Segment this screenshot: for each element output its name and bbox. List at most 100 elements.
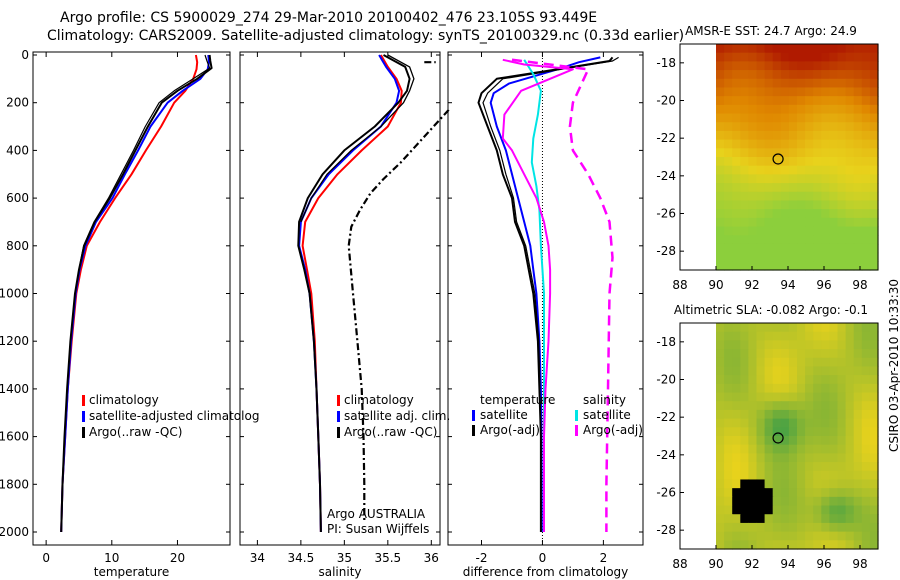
sst_map-cell xyxy=(748,148,758,158)
difference-series-5-line xyxy=(511,58,614,532)
sla_map-cell xyxy=(788,436,798,446)
sst_map-cell xyxy=(869,52,879,62)
sst_map-cell xyxy=(788,157,798,167)
sla_map-cell xyxy=(788,505,798,515)
sst_map-cell xyxy=(845,44,855,54)
sst_map-cell xyxy=(805,78,814,89)
sla_map-cell xyxy=(821,479,830,489)
sst_map-cell xyxy=(732,165,741,175)
sst_map-cell xyxy=(788,139,798,149)
sst_map-cell xyxy=(780,148,790,158)
sla_map-cell xyxy=(829,462,839,472)
sla_map-cell xyxy=(845,540,855,550)
sst_map-cell xyxy=(829,148,839,158)
sla_map-cell xyxy=(772,340,782,350)
sst_map-cell xyxy=(716,130,725,141)
sla_map-cell xyxy=(788,383,798,394)
sst_map-cell xyxy=(748,104,758,115)
sla_map-cell xyxy=(805,418,814,428)
sla_map-cell xyxy=(740,488,749,498)
sst_map-cell xyxy=(748,165,758,175)
sla_map-cell xyxy=(845,436,855,446)
sst_map-cell xyxy=(821,87,830,97)
sla_map-cell xyxy=(788,366,798,376)
sla_map-cell xyxy=(780,357,790,368)
sla_map-cell xyxy=(756,392,766,402)
sla_map-cell xyxy=(837,496,847,507)
sst_map-cell xyxy=(829,165,839,175)
sla_map-cell xyxy=(788,470,798,481)
sst_map-cell xyxy=(788,96,798,106)
sst_map-cell xyxy=(732,130,741,141)
sla_map-cell xyxy=(780,383,790,394)
sst_map-cell xyxy=(716,209,725,219)
sla_map-cell xyxy=(845,522,855,533)
sst_map-cell xyxy=(748,174,758,184)
sla_map-cell xyxy=(829,392,839,402)
sla_map-cell xyxy=(740,383,749,394)
sst_map-cell xyxy=(748,252,758,262)
sla_map-cell xyxy=(837,540,847,550)
sst_map-cell xyxy=(861,174,871,184)
difference-legend-label: satellite xyxy=(480,408,528,422)
sla_map-cell xyxy=(740,531,749,541)
temperature-ytick-label: 600 xyxy=(6,191,29,205)
sla_map-cell xyxy=(805,401,814,411)
sst_map-cell xyxy=(797,252,806,262)
sla_map-cell xyxy=(813,462,822,472)
sst_map-cell xyxy=(813,148,822,158)
sla_map-cell xyxy=(821,462,830,472)
sla_map-cell xyxy=(845,340,855,350)
sst_map-cell xyxy=(837,243,847,254)
sst_map-cell xyxy=(813,70,822,80)
sst_map-cell xyxy=(740,252,749,262)
sst_map-cell xyxy=(764,44,774,54)
sst_map-cell xyxy=(764,217,774,228)
sst_map-cell xyxy=(837,183,847,193)
sla_map-cell xyxy=(861,505,871,515)
sst_map-cell xyxy=(813,226,822,236)
sst_map-cell xyxy=(821,139,830,149)
sst_map-cell xyxy=(845,78,855,89)
sla_map-cell xyxy=(788,427,798,437)
sst_map-cell xyxy=(813,61,822,71)
sst_map-cell xyxy=(772,139,782,149)
sst_map-cell xyxy=(732,139,741,149)
sst_map-cell xyxy=(732,200,741,210)
sla_map-cell xyxy=(813,340,822,350)
temperature-legend-label: Argo(..raw -QC) xyxy=(89,425,182,439)
sla_map-cell xyxy=(772,323,782,333)
sla_map-cell xyxy=(724,470,733,481)
sla_map-cell xyxy=(869,383,879,394)
sla_map-cell xyxy=(853,496,863,507)
sla_map-cell xyxy=(788,479,798,489)
sla_map-cell xyxy=(805,409,814,420)
sst_map-cell xyxy=(748,217,758,228)
sst_map-cell xyxy=(861,130,871,141)
sla_map-cell xyxy=(821,409,830,420)
sst_map-cell xyxy=(740,148,749,158)
sla_map-argo-position-marker xyxy=(772,432,784,444)
sst_map-cell xyxy=(716,226,725,236)
sst_map-cell xyxy=(837,200,847,210)
sla_map-cell xyxy=(780,444,790,454)
sst_map-cell xyxy=(764,61,774,71)
sla_map-cell xyxy=(797,436,806,446)
sla_map-cell xyxy=(732,470,741,481)
sst_map-cell xyxy=(724,226,733,236)
sst_map-ytick-label: -20 xyxy=(656,94,676,108)
sst_map-cell xyxy=(837,148,847,158)
sst_map-cell xyxy=(869,226,879,236)
sla_map-cell xyxy=(732,409,741,420)
sst_map-cell xyxy=(853,191,863,202)
sla_map-cell xyxy=(845,366,855,376)
sla_map-cell xyxy=(845,409,855,420)
sst_map-cell xyxy=(764,261,774,271)
sst_map-cell xyxy=(829,96,839,106)
sla_map-cell xyxy=(853,409,863,420)
sst_map-cell xyxy=(788,148,798,158)
sla_map-cell xyxy=(829,418,839,428)
sla_map-cell xyxy=(853,531,863,541)
sst_map-cell xyxy=(837,52,847,62)
sst_map-cell xyxy=(837,209,847,219)
